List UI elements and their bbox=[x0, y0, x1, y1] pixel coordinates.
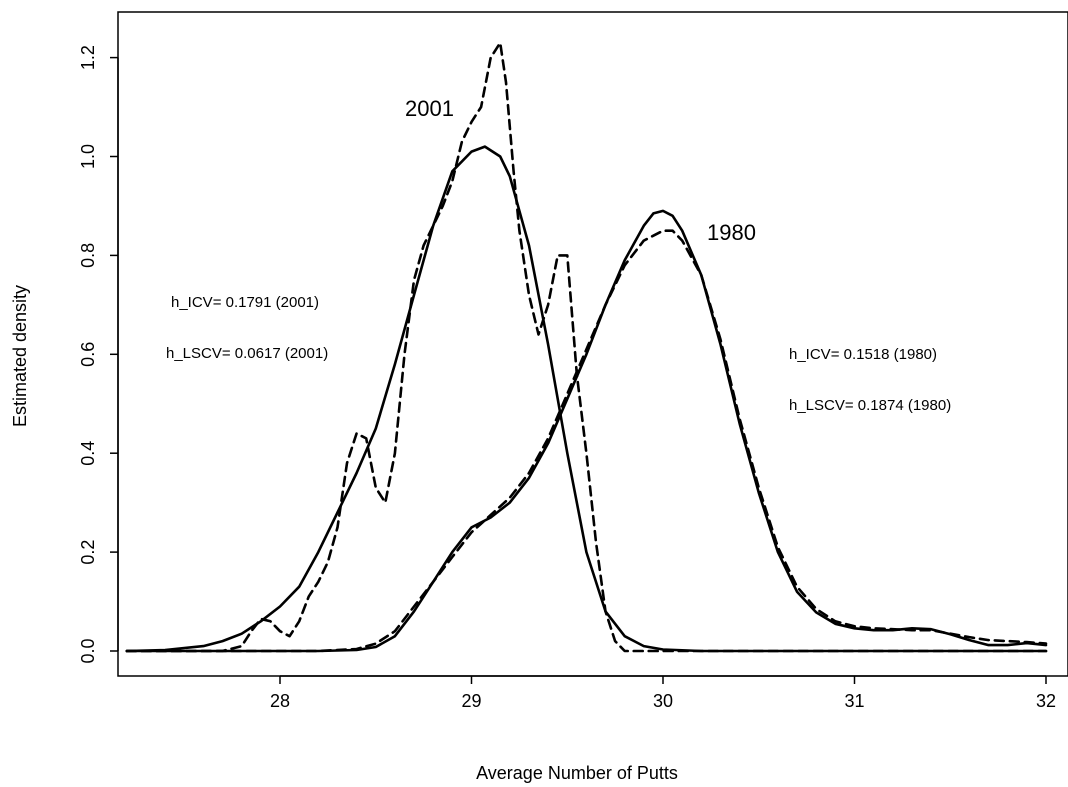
y-tick-label: 0.0 bbox=[78, 638, 98, 663]
x-tick-label: 30 bbox=[653, 691, 673, 711]
bandwidth-lscv-1980: h_LSCV= 0.1874 (1980) bbox=[789, 397, 951, 414]
y-axis-title: Estimated density bbox=[10, 285, 30, 427]
y-tick-label: 0.6 bbox=[78, 342, 98, 367]
series-label-1980: 1980 bbox=[707, 220, 756, 245]
x-axis-title: Average Number of Putts bbox=[476, 763, 678, 783]
x-axis: 28 29 30 31 32 bbox=[270, 675, 1056, 711]
x-tick-label: 28 bbox=[270, 691, 290, 711]
density-curve-2-dashed bbox=[125, 41, 1048, 653]
y-axis: 0.0 0.2 0.4 0.6 0.8 1.0 1.2 bbox=[78, 45, 119, 664]
x-tick-label: 32 bbox=[1036, 691, 1056, 711]
y-tick-label: 1.0 bbox=[78, 144, 98, 169]
y-tick-label: 1.2 bbox=[78, 45, 98, 70]
bandwidth-icv-1980: h_ICV= 0.1518 (1980) bbox=[789, 346, 937, 363]
density-curve-4-dashed bbox=[125, 229, 1048, 653]
x-tick-label: 31 bbox=[844, 691, 864, 711]
y-tick-label: 0.2 bbox=[78, 540, 98, 565]
y-tick-label: 0.8 bbox=[78, 243, 98, 268]
y-tick-label: 0.4 bbox=[78, 441, 98, 466]
density-curve-3-solid bbox=[125, 209, 1048, 653]
bandwidth-icv-2001: h_ICV= 0.1791 (2001) bbox=[171, 294, 319, 311]
bandwidth-lscv-2001: h_LSCV= 0.0617 (2001) bbox=[166, 345, 328, 362]
series-label-2001: 2001 bbox=[405, 96, 454, 121]
x-tick-label: 29 bbox=[461, 691, 481, 711]
series-layer bbox=[125, 41, 1048, 653]
